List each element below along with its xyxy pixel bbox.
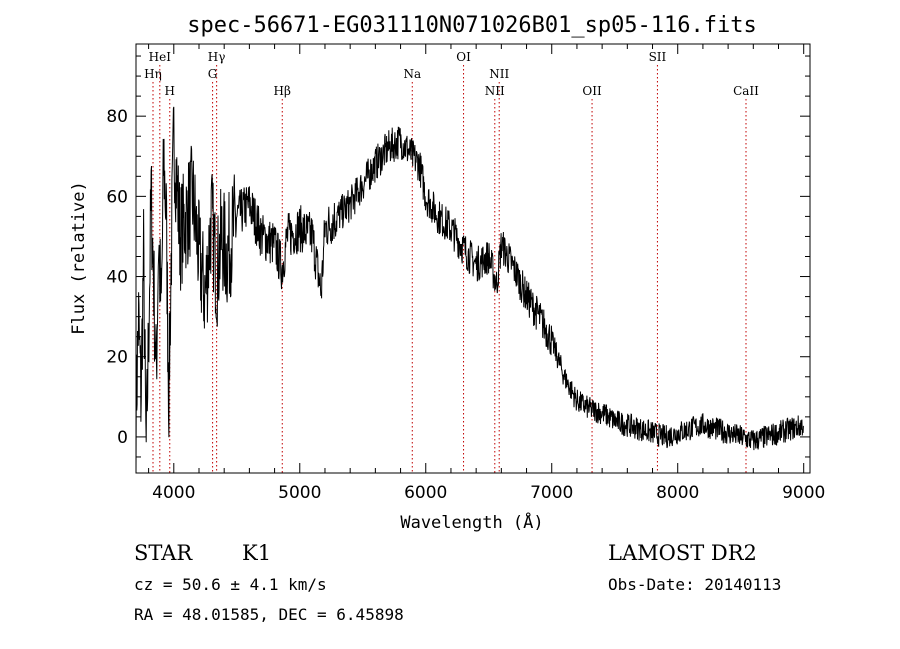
line-label: G: [208, 67, 218, 81]
x-tick-label: 6000: [404, 483, 447, 503]
object-subclass: K1: [242, 541, 271, 565]
y-tick-label: 80: [106, 107, 128, 127]
sky-coordinates: RA = 48.01585, DEC = 6.45898: [134, 605, 404, 624]
line-label: Hβ: [274, 84, 291, 98]
line-label: OI: [456, 50, 471, 64]
line-label: SII: [649, 50, 667, 64]
y-axis-label: Flux (relative): [69, 181, 89, 335]
flux-line: [135, 106, 804, 474]
x-axis-ticks: 4000 5000 6000 7000 8000 9000: [148, 44, 825, 503]
y-tick-label: 60: [106, 187, 128, 207]
survey-name: LAMOST DR2: [608, 541, 757, 565]
line-label: NII: [489, 67, 509, 81]
y-tick-label: 0: [117, 428, 128, 448]
x-tick-label: 7000: [530, 483, 573, 503]
object-class: STAR: [134, 541, 193, 565]
line-label: Hη: [144, 67, 162, 81]
x-axis-label: Wavelength (Å): [400, 511, 543, 533]
line-label: Hγ: [208, 50, 226, 64]
observation-date: Obs-Date: 20140113: [608, 575, 781, 594]
flux-series: [135, 106, 804, 474]
spectral-lines: Hη HeI H Hγ G Hβ Na OI NII NII OII SII CaII: [144, 50, 759, 473]
x-tick-label: 9000: [782, 483, 825, 503]
redshift-velocity: cz = 50.6 ± 4.1 km/s: [134, 575, 327, 594]
y-tick-label: 40: [106, 268, 128, 288]
line-label: HeI: [149, 50, 172, 64]
line-label: H: [165, 84, 175, 98]
line-label: Na: [403, 67, 421, 81]
line-label: CaII: [733, 84, 759, 98]
x-tick-label: 4000: [152, 483, 195, 503]
x-tick-label: 8000: [656, 483, 699, 503]
plot-frame: [135, 43, 811, 474]
line-label: NII: [485, 84, 505, 98]
y-tick-label: 20: [106, 348, 128, 368]
x-tick-label: 5000: [278, 483, 321, 503]
line-label: OII: [582, 84, 602, 98]
y-axis-ticks: 0 20 40 60 80: [106, 55, 810, 458]
chart-title: spec-56671-EG031110N071026B01_sp05-116.f…: [187, 13, 757, 38]
